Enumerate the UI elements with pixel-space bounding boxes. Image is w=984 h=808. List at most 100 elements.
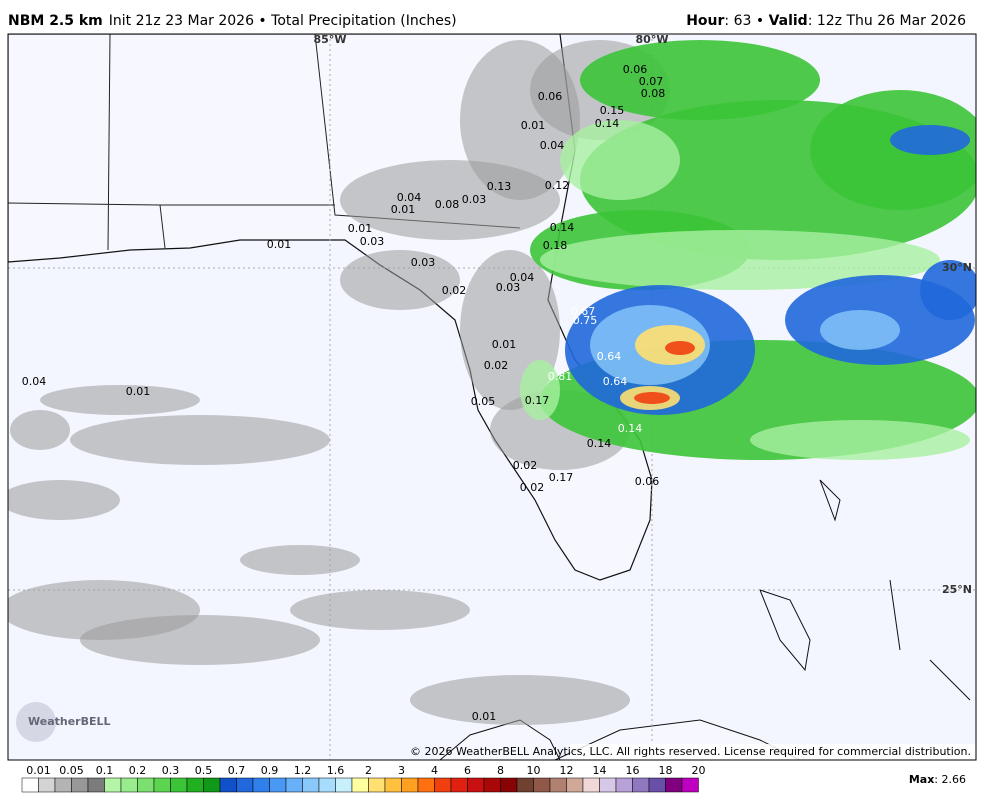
- color-bar: 0.01 0.05 0.1 0.2 0.3 0.5 0.7 0.9 1.2 1.6 2 3 4 6 8 10 1…: [21, 764, 706, 793]
- point-value: 0.02: [520, 481, 545, 494]
- point-value: 0.04: [540, 139, 565, 152]
- bahamas: [759, 479, 971, 701]
- point-value: 0.01: [521, 119, 546, 132]
- color-swatch: [582, 777, 600, 793]
- precip-area: [665, 341, 695, 355]
- precip-area: [540, 230, 940, 290]
- color-bar-label: 6: [464, 764, 471, 777]
- point-value: 0.02: [442, 284, 467, 297]
- point-value: 0.08: [435, 198, 460, 211]
- max-value: : 2.66: [934, 773, 966, 786]
- color-swatch: [384, 777, 402, 793]
- valid: : 12z Thu 26 Mar 2026: [808, 13, 966, 29]
- color-swatch: [38, 777, 56, 793]
- point-value: 0.15: [600, 104, 625, 117]
- color-swatch: [302, 777, 320, 793]
- point-value: 0.05: [471, 395, 496, 408]
- copyright-bg: [570, 744, 976, 760]
- point-value: 0.01: [126, 385, 151, 398]
- color-swatch: [467, 777, 485, 793]
- color-bar-label: 18: [659, 764, 673, 777]
- color-swatch: [21, 777, 39, 793]
- color-bar-label: 8: [497, 764, 504, 777]
- color-bar-label: 0.2: [129, 764, 147, 777]
- color-bar-label: 14: [593, 764, 607, 777]
- point-value: 0.02: [484, 359, 509, 372]
- precip-area: [10, 410, 70, 450]
- point-value: 0.07: [639, 75, 664, 88]
- precip-area: [340, 250, 460, 310]
- color-swatch: [285, 777, 303, 793]
- color-bar-label: 20: [692, 764, 706, 777]
- point-value: 0.13: [487, 180, 512, 193]
- state-lines: [8, 34, 521, 251]
- point-value: 0.04: [397, 191, 422, 204]
- color-bar-label: 16: [626, 764, 640, 777]
- precip-area: [890, 125, 970, 155]
- point-value: 0.17: [525, 394, 550, 407]
- valid-label: Valid: [769, 13, 808, 29]
- info: Init 21z 23 Mar 2026 • Total Precipitati…: [109, 13, 457, 29]
- precip-area: [520, 360, 560, 420]
- color-swatch: [681, 777, 699, 793]
- precip-area: [580, 40, 820, 120]
- color-swatch: [417, 777, 435, 793]
- color-swatch: [335, 777, 353, 793]
- point-value: 0.14: [587, 437, 612, 450]
- color-swatch: [203, 777, 221, 793]
- color-swatch: [87, 777, 105, 793]
- color-swatch: [71, 777, 89, 793]
- color-swatch: [153, 777, 171, 793]
- copyright: © 2026 WeatherBELL Analytics, LLC. All r…: [410, 745, 971, 758]
- color-bar-label: 0.9: [261, 764, 279, 777]
- point-values: 0.060.070.080.060.150.140.010.040.13 0.12…: [22, 63, 666, 723]
- model: NBM 2.5 km: [8, 13, 103, 29]
- color-swatch: [533, 777, 551, 793]
- color-swatch: [599, 777, 617, 793]
- precip-area: [80, 615, 320, 665]
- point-value: 0.06: [635, 475, 660, 488]
- color-swatch: [318, 777, 336, 793]
- logo: WeatherBELL: [28, 715, 111, 728]
- point-value: 0.01: [472, 710, 497, 723]
- lon-label: 80°W: [636, 33, 669, 46]
- precip-area: [920, 260, 976, 320]
- color-swatch: [351, 777, 369, 793]
- precip-area: [634, 392, 670, 404]
- color-swatch: [137, 777, 155, 793]
- color-bar-label: 2: [365, 764, 372, 777]
- lon-label: 85°W: [314, 33, 347, 46]
- point-value: 0.64: [603, 375, 628, 388]
- header-right: Hour: 63 • Valid: 12z Thu 26 Mar 2026: [686, 13, 966, 29]
- precip-area: [70, 415, 330, 465]
- color-bar-label: 1.2: [294, 764, 312, 777]
- color-swatch: [516, 777, 534, 793]
- color-swatch: [483, 777, 501, 793]
- color-swatch: [450, 777, 468, 793]
- precip-area: [290, 590, 470, 630]
- color-swatch: [549, 777, 567, 793]
- point-value: 0.01: [391, 203, 416, 216]
- point-value: 0.04: [22, 375, 47, 388]
- point-value: 0.67: [571, 305, 596, 318]
- header-left: NBM 2.5 km Init 21z 23 Mar 2026 • Total P…: [8, 13, 457, 29]
- color-bar-label: 0.01: [26, 764, 51, 777]
- point-value: 0.06: [623, 63, 648, 76]
- point-value: 0.01: [348, 222, 373, 235]
- point-value: 0.01: [267, 238, 292, 251]
- precip-area: [410, 675, 630, 725]
- lat-label: 25°N: [942, 583, 972, 596]
- color-swatch: [434, 777, 452, 793]
- max-label: Max: [909, 773, 934, 786]
- point-value: 0.06: [538, 90, 563, 103]
- precip-area: [40, 385, 200, 415]
- color-bar-label: 3: [398, 764, 405, 777]
- color-swatch: [54, 777, 72, 793]
- color-swatch: [615, 777, 633, 793]
- precip-area: [8, 480, 120, 520]
- color-swatch: [648, 777, 666, 793]
- point-value: 0.04: [510, 271, 535, 284]
- point-value: 0.03: [360, 235, 385, 248]
